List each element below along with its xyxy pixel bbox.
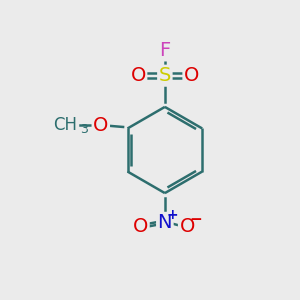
Text: O: O	[93, 116, 109, 135]
Text: CH: CH	[53, 116, 77, 134]
Text: O: O	[184, 66, 199, 85]
Text: O: O	[130, 66, 146, 85]
Text: +: +	[167, 208, 178, 222]
Text: N: N	[158, 213, 172, 232]
Text: O: O	[179, 217, 195, 236]
Text: S: S	[159, 66, 171, 85]
Text: −: −	[189, 212, 202, 227]
Text: O: O	[133, 217, 148, 236]
Text: 3: 3	[80, 123, 88, 136]
Text: F: F	[159, 41, 170, 60]
